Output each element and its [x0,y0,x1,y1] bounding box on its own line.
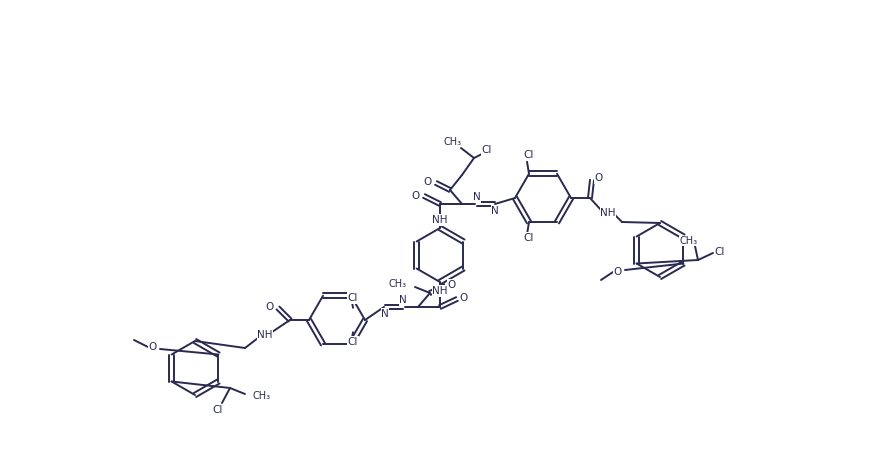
Text: Cl: Cl [348,337,357,347]
Text: NH: NH [432,215,447,225]
Text: O: O [423,177,432,187]
Text: Cl: Cl [523,233,534,243]
Text: Cl: Cl [714,247,724,257]
Text: O: O [613,267,622,277]
Text: CH₃: CH₃ [388,279,407,289]
Text: Cl: Cl [523,150,534,160]
Text: O: O [148,342,157,352]
Text: O: O [412,191,420,201]
Text: O: O [448,280,456,290]
Text: N: N [381,309,388,319]
Text: Cl: Cl [481,145,492,155]
Text: N: N [472,192,480,202]
Text: NH: NH [257,330,272,340]
Text: O: O [459,293,468,303]
Text: CH₃: CH₃ [680,236,697,246]
Text: CH₃: CH₃ [253,391,270,401]
Text: NH: NH [600,208,615,218]
Text: NH: NH [432,286,447,296]
Text: O: O [265,302,274,312]
Text: Cl: Cl [348,293,357,303]
Text: Cl: Cl [212,405,223,415]
Text: N: N [491,206,499,216]
Text: O: O [594,173,602,183]
Text: CH₃: CH₃ [443,137,462,147]
Text: N: N [399,295,407,305]
